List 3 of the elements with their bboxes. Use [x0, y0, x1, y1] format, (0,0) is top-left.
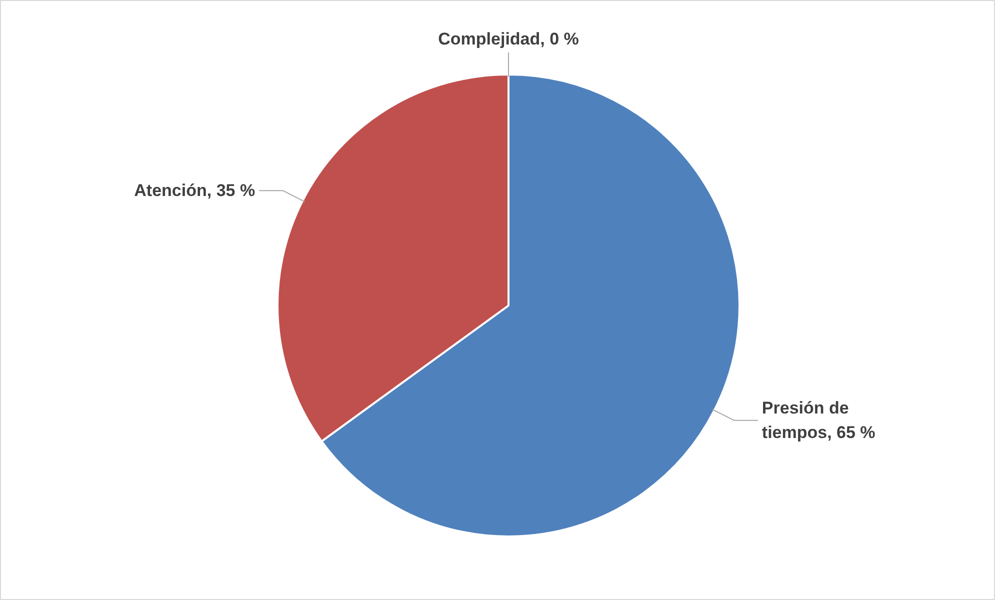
slice-label: Presión de tiempos, 65 %	[762, 398, 876, 442]
category-label: Complejidad, 0 %	[438, 30, 579, 48]
slice-label: Atención, 35 %	[134, 181, 256, 200]
